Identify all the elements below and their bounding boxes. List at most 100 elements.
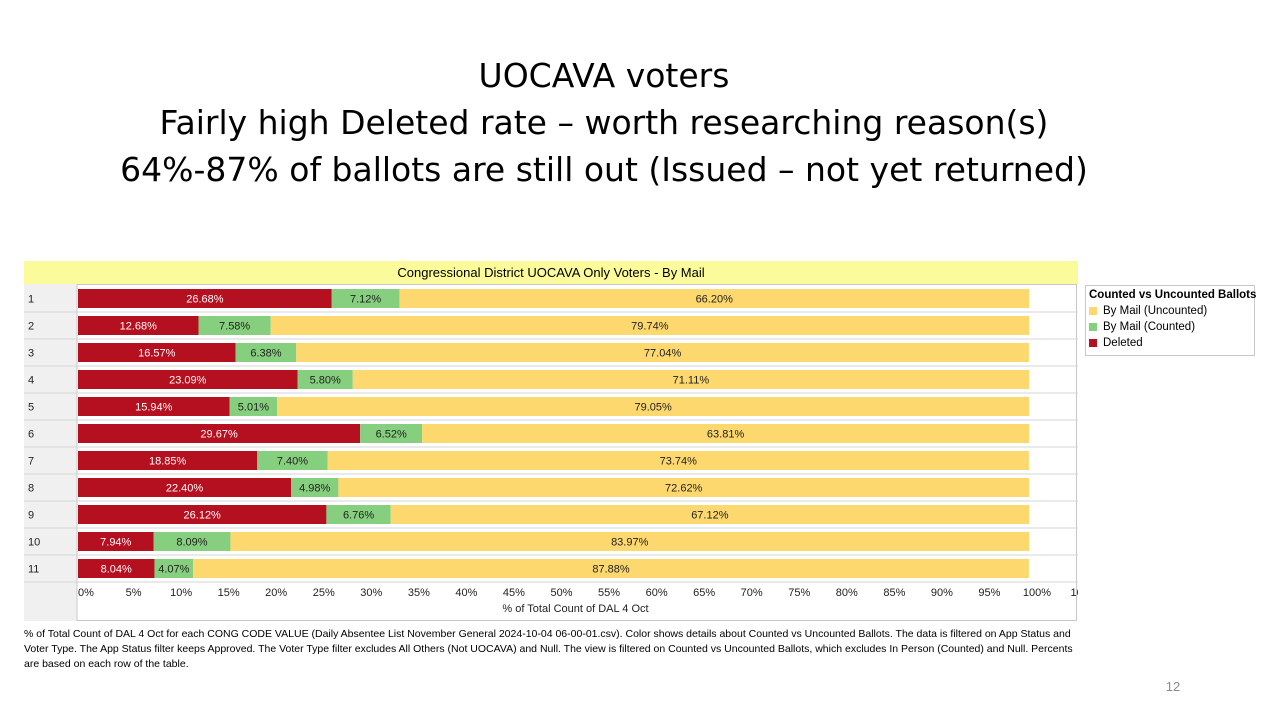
data-label: 77.04% <box>644 348 682 360</box>
bar-by-mail-uncounted-8 <box>338 478 1029 497</box>
legend-swatch-uncounted <box>1089 307 1097 315</box>
bar-deleted-5 <box>78 397 230 416</box>
data-label: 7.12% <box>350 294 381 306</box>
x-tick-label: 45% <box>503 587 525 599</box>
x-tick-label: 50% <box>550 587 572 599</box>
bar-deleted-11 <box>78 559 155 578</box>
x-tick-label: 70% <box>741 587 763 599</box>
slide-title: UOCAVA voters Fairly high Deleted rate –… <box>0 52 1208 193</box>
data-label: 23.09% <box>169 375 207 387</box>
bar-deleted-4 <box>78 370 298 389</box>
title-line-1: UOCAVA voters <box>478 56 730 95</box>
x-tick-label: 5% <box>126 587 142 599</box>
bar-deleted-9 <box>78 505 327 524</box>
legend-item-uncounted[interactable]: By Mail (Uncounted) <box>1089 303 1251 319</box>
x-tick-label: 90% <box>931 587 953 599</box>
data-label: 15.94% <box>135 402 173 414</box>
x-tick-label: 65% <box>693 587 715 599</box>
data-label: 4.07% <box>158 564 189 576</box>
data-label: 63.81% <box>707 429 745 441</box>
bar-by-mail-counted-1 <box>331 289 400 308</box>
bar-by-mail-uncounted-5 <box>277 397 1029 416</box>
data-label: 12.68% <box>120 321 158 333</box>
bar-by-mail-uncounted-7 <box>327 451 1029 470</box>
data-label: 5.80% <box>310 375 341 387</box>
bar-deleted-10 <box>78 532 154 551</box>
bar-deleted-3 <box>78 343 236 362</box>
legend-label-counted: By Mail (Counted) <box>1103 321 1196 333</box>
x-tick-label: 35% <box>408 587 430 599</box>
data-label: 67.12% <box>691 510 729 522</box>
x-tick-label: 10% <box>170 587 192 599</box>
bar-by-mail-counted-6 <box>360 424 423 443</box>
stacked-bar-chart: 1 26.68% 7.12% 66.20% 2 12.68% 7.58% 79.74% 3 16.… <box>24 284 1078 621</box>
x-tick-label: 40% <box>455 587 477 599</box>
data-label: 87.88% <box>592 564 630 576</box>
row-label-8: 8 <box>28 483 34 495</box>
row-label-7: 7 <box>28 456 34 468</box>
bar-by-mail-uncounted-4 <box>352 370 1029 389</box>
data-label: 7.58% <box>219 321 250 333</box>
data-label: 22.40% <box>166 483 204 495</box>
x-tick-label: 55% <box>598 587 620 599</box>
x-tick-label: 85% <box>883 587 905 599</box>
bar-by-mail-counted-8 <box>291 478 339 497</box>
legend-label-uncounted: By Mail (Uncounted) <box>1103 305 1208 317</box>
legend-item-deleted[interactable]: Deleted <box>1089 335 1251 351</box>
data-label: 66.20% <box>696 294 734 306</box>
data-label: 7.94% <box>100 537 131 549</box>
x-tick-label: 15% <box>218 587 240 599</box>
legend-title: Counted vs Uncounted Ballots <box>1089 289 1257 301</box>
page-number: 12 <box>1165 679 1181 694</box>
legend-swatch-deleted <box>1089 339 1097 347</box>
chart-legend: Counted vs Uncounted Ballots By Mail (Un… <box>1085 285 1257 356</box>
bar-deleted-7 <box>78 451 258 470</box>
legend-item-counted[interactable]: By Mail (Counted) <box>1089 319 1251 335</box>
bar-by-mail-uncounted-11 <box>193 559 1029 578</box>
data-label: 8.09% <box>176 537 207 549</box>
x-tick-label: 75% <box>788 587 810 599</box>
bar-by-mail-counted-10 <box>153 532 231 551</box>
x-tick-label: 105% <box>1070 587 1078 599</box>
data-label: 79.74% <box>631 321 669 333</box>
data-label: 4.98% <box>299 483 330 495</box>
x-tick-label: 25% <box>313 587 335 599</box>
legend-swatch-counted <box>1089 323 1097 331</box>
row-label-6: 6 <box>28 429 34 441</box>
row-label-1: 1 <box>28 294 34 306</box>
x-tick-label: 0% <box>78 587 94 599</box>
bar-by-mail-uncounted-3 <box>296 343 1029 362</box>
row-label-10: 10 <box>28 537 40 549</box>
bar-by-mail-uncounted-2 <box>270 316 1029 335</box>
title-line-2: Fairly high Deleted rate – worth researc… <box>159 103 1049 142</box>
legend-label-deleted: Deleted <box>1103 337 1143 349</box>
bar-by-mail-uncounted-6 <box>422 424 1030 443</box>
row-label-5: 5 <box>28 402 34 414</box>
row-label-3: 3 <box>28 348 34 360</box>
row-label-11: 11 <box>28 564 39 576</box>
x-tick-label: 60% <box>646 587 668 599</box>
bar-by-mail-counted-11 <box>154 559 194 578</box>
bar-by-mail-uncounted-1 <box>399 289 1029 308</box>
bar-by-mail-counted-7 <box>257 451 328 470</box>
x-axis-label: % of Total Count of DAL 4 Oct <box>502 603 648 615</box>
data-label: 83.97% <box>611 537 649 549</box>
bar-by-mail-uncounted-10 <box>230 532 1029 551</box>
x-tick-label: 100% <box>1023 587 1051 599</box>
data-label: 16.57% <box>138 348 176 360</box>
bar-by-mail-counted-2 <box>198 316 271 335</box>
data-label: 79.05% <box>634 402 672 414</box>
row-label-2: 2 <box>28 321 34 333</box>
x-tick-label: 30% <box>360 587 382 599</box>
row-label-9: 9 <box>28 510 34 522</box>
bar-deleted-2 <box>78 316 199 335</box>
bar-by-mail-counted-3 <box>235 343 297 362</box>
title-line-3: 64%-87% of ballots are still out (Issued… <box>120 150 1088 189</box>
data-label: 72.62% <box>665 483 703 495</box>
bar-deleted-6 <box>78 424 361 443</box>
bar-deleted-8 <box>78 478 292 497</box>
data-label: 73.74% <box>660 456 698 468</box>
data-label: 6.52% <box>376 429 407 441</box>
bar-by-mail-counted-9 <box>326 505 391 524</box>
data-label: 8.04% <box>101 564 132 576</box>
